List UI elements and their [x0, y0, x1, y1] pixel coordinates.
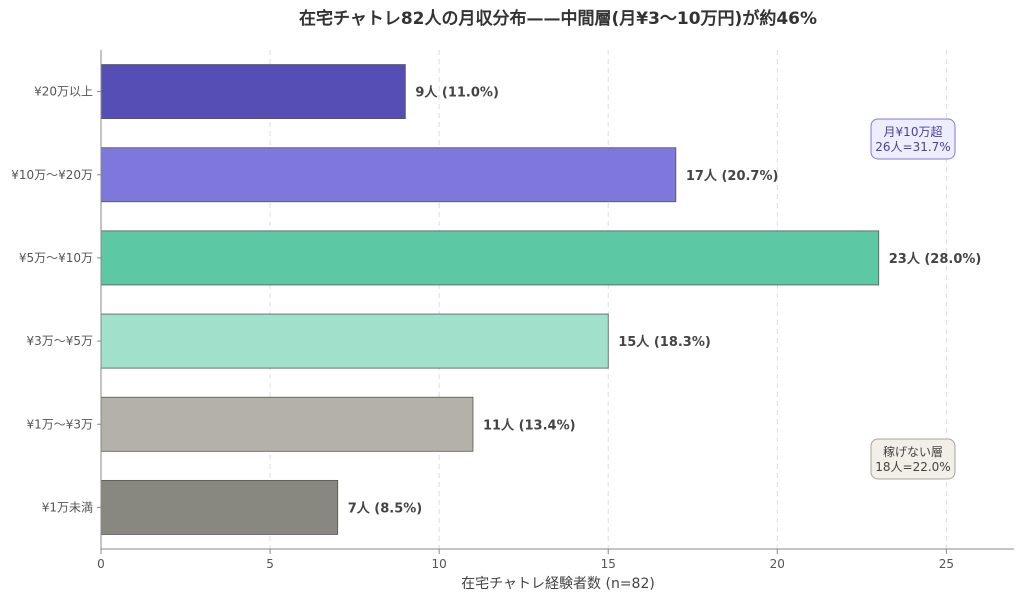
x-axis-label: 在宅チャトレ経験者数 (n=82) — [461, 576, 655, 592]
annotation-frame — [870, 118, 956, 160]
bar — [100, 230, 880, 286]
x-tick-label: 20 — [770, 557, 785, 571]
bar — [100, 64, 406, 120]
annotation-text: 26人=31.7% — [875, 140, 950, 154]
annotation-text: 月¥10万超 — [884, 124, 943, 139]
x-tick-label: 15 — [601, 557, 616, 571]
x-tick-label: 0 — [97, 557, 105, 571]
category-label: ¥1万未満 — [42, 500, 93, 514]
bar — [100, 479, 339, 535]
x-tick-label: 5 — [266, 557, 274, 571]
category-label: ¥20万以上 — [34, 85, 93, 99]
data-label: 11人 (13.4%) — [483, 417, 576, 433]
x-tick-label: 10 — [432, 557, 447, 571]
bar — [100, 313, 609, 369]
bar — [100, 147, 677, 203]
data-label: 17人 (20.7%) — [686, 168, 779, 184]
x-tick-label: 25 — [939, 557, 954, 571]
bars — [100, 64, 880, 535]
category-label: ¥10万〜¥20万 — [11, 168, 93, 182]
data-label: 23人 (28.0%) — [889, 251, 982, 267]
category-label: ¥1万〜¥3万 — [26, 417, 93, 431]
category-labels: ¥20万以上 ¥10万〜¥20万 ¥5万〜¥10万 ¥3万〜¥5万 ¥1万〜¥3万 ¥1万… — [11, 85, 101, 514]
category-label: ¥3万〜¥5万 — [26, 334, 93, 348]
annotation-text: 18人=22.0% — [875, 460, 950, 474]
data-label: 7人 (8.5%) — [348, 500, 423, 516]
chart-title: 在宅チャトレ82人の月収分布——中間層(月¥3〜10万円)が約46% — [299, 8, 817, 29]
category-label: ¥5万〜¥10万 — [19, 251, 93, 265]
data-label: 15人 (18.3%) — [618, 334, 711, 350]
annotation-frame — [870, 438, 956, 480]
x-ticks: 0 5 10 15 20 25 — [97, 549, 954, 571]
bar — [100, 396, 474, 452]
grid-lines — [269, 50, 947, 549]
data-label: 9人 (11.0%) — [415, 85, 499, 101]
data-labels: 9人 (11.0%) 17人 (20.7%) 23人 (28.0%) 15人 (18.… — [348, 85, 982, 517]
annotation-text: 稼げない層 — [883, 444, 943, 459]
